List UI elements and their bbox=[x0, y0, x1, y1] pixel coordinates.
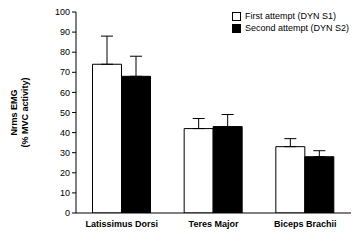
svg-text:30: 30 bbox=[60, 148, 70, 158]
svg-text:20: 20 bbox=[60, 168, 70, 178]
svg-text:60: 60 bbox=[60, 88, 70, 98]
html-text:First attempt (DYN S1): First attempt (DYN S1) bbox=[245, 11, 336, 21]
html-text:Second attempt (DYN S2): Second attempt (DYN S2) bbox=[245, 23, 349, 33]
svg-text:Teres Major: Teres Major bbox=[189, 219, 239, 229]
svg-text:Nrms EMG(% MVC activity): Nrms EMG(% MVC activity) bbox=[9, 77, 30, 147]
svg-text:10: 10 bbox=[60, 188, 70, 198]
svg-text:80: 80 bbox=[60, 47, 70, 57]
svg-text:Biceps Brachii: Biceps Brachii bbox=[274, 219, 337, 229]
svg-text:0: 0 bbox=[65, 208, 70, 218]
svg-text:Latissimus Dorsi: Latissimus Dorsi bbox=[86, 219, 159, 229]
svg-text:100: 100 bbox=[55, 7, 70, 17]
svg-text:50: 50 bbox=[60, 108, 70, 118]
svg-text:70: 70 bbox=[60, 67, 70, 77]
svg-text:40: 40 bbox=[60, 128, 70, 138]
svg-text:90: 90 bbox=[60, 27, 70, 37]
